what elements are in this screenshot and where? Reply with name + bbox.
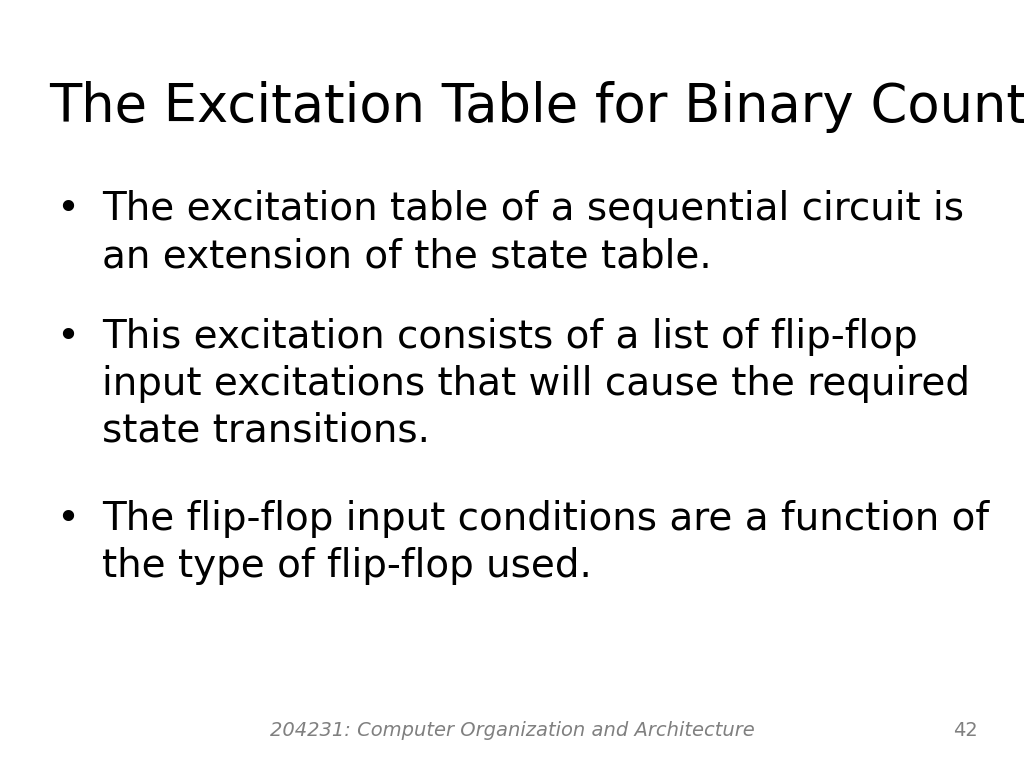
Text: The flip-flop input conditions are a function of
the type of flip-flop used.: The flip-flop input conditions are a fun… bbox=[102, 500, 989, 585]
Text: The excitation table of a sequential circuit is
an extension of the state table.: The excitation table of a sequential cir… bbox=[102, 190, 965, 275]
Text: •: • bbox=[56, 500, 79, 538]
Text: •: • bbox=[56, 318, 79, 356]
Text: The Excitation Table for Binary Counter: The Excitation Table for Binary Counter bbox=[49, 81, 1024, 133]
Text: 204231: Computer Organization and Architecture: 204231: Computer Organization and Archit… bbox=[269, 721, 755, 740]
Text: 42: 42 bbox=[953, 721, 978, 740]
Text: •: • bbox=[56, 190, 79, 228]
Text: This excitation consists of a list of flip-flop
input excitations that will caus: This excitation consists of a list of fl… bbox=[102, 318, 971, 450]
